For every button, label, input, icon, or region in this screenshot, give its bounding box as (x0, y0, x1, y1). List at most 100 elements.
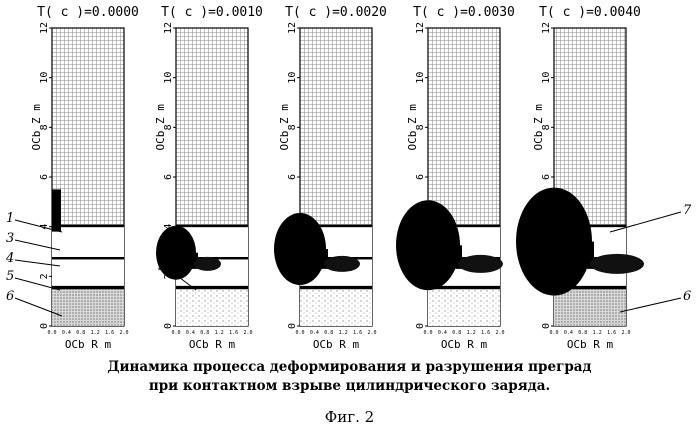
x-tick-label: 0.8 (452, 330, 461, 336)
upper-plate (52, 227, 124, 257)
y-tick-label: 6 (287, 174, 298, 180)
y-tick-label: 4 (287, 224, 298, 230)
x-tick-label: 0.8 (76, 330, 85, 336)
callout-number: 1 (6, 211, 14, 226)
gap-deformation (590, 254, 644, 274)
y-tick-label: 12 (415, 22, 426, 34)
gap-deformation (458, 255, 503, 273)
y-tick-label: 4 (163, 224, 174, 230)
upper-barrier-top (52, 225, 124, 228)
y-tick-label: 12 (163, 22, 174, 34)
y-tick-label: 10 (39, 72, 50, 84)
y-axis-label: OCb Z m (532, 104, 545, 151)
lower-barrier (300, 286, 372, 290)
x-tick-label: 0.0 (549, 330, 558, 336)
callout-6: 6 (620, 289, 691, 312)
panel-4: T( c )=0.0040024681012OCb Z m0.00.40.81.… (516, 5, 644, 351)
callout-number: 6 (6, 289, 14, 304)
x-tick-label: 0.0 (171, 330, 180, 336)
x-tick-label: 1.6 (353, 330, 362, 336)
ground-region (554, 289, 626, 326)
x-tick-label: 0.0 (47, 330, 56, 336)
y-tick-label: 10 (163, 72, 174, 84)
lower-barrier (176, 286, 248, 290)
panel-0: T( c )=0.0000024681012OCb Z m0.00.40.81.… (30, 5, 139, 351)
x-tick-label: 1.2 (593, 330, 602, 336)
y-tick-label: 2 (287, 273, 298, 279)
ground-region (176, 289, 248, 326)
y-tick-label: 6 (541, 174, 552, 180)
lower-barrier (52, 286, 124, 290)
callout-number: 5 (6, 269, 14, 284)
cloud-base (176, 253, 198, 269)
callout-number: 7 (158, 236, 167, 251)
x-tick-label: 1.2 (215, 330, 224, 336)
x-tick-label: 0.8 (578, 330, 587, 336)
y-tick-label: 0 (39, 323, 50, 329)
y-tick-label: 6 (163, 174, 174, 180)
x-tick-label: 2.0 (119, 330, 128, 336)
ground-region (300, 289, 372, 326)
figure-label: Фиг. 2 (0, 408, 699, 426)
y-tick-label: 12 (541, 22, 552, 34)
x-tick-label: 0.4 (186, 330, 195, 336)
caption-line-2: при контактном взрыве цилиндрического за… (0, 378, 699, 394)
y-axis-label: OCb Z m (406, 104, 419, 151)
y-tick-label: 0 (541, 323, 552, 329)
cloud-base (300, 249, 328, 269)
x-tick-label: 2.0 (621, 330, 630, 336)
callout-number: 7 (281, 231, 290, 246)
ground-region (52, 289, 124, 326)
gap-deformation (324, 256, 360, 272)
gap-region (52, 259, 124, 286)
x-tick-label: 0.4 (310, 330, 319, 336)
x-axis-label: OCb R m (567, 338, 614, 351)
x-tick-label: 1.2 (339, 330, 348, 336)
y-tick-label: 10 (415, 72, 426, 84)
x-tick-label: 2.0 (367, 330, 376, 336)
y-tick-label: 4 (541, 224, 552, 230)
x-tick-label: 0.0 (295, 330, 304, 336)
upper-barrier-top (176, 225, 248, 228)
y-tick-label: 0 (163, 323, 174, 329)
x-tick-label: 0.4 (564, 330, 573, 336)
time-label: T( c )=0.0000 (37, 5, 139, 20)
y-tick-label: 6 (415, 174, 426, 180)
x-tick-label: 2.0 (243, 330, 252, 336)
x-tick-label: 1.2 (91, 330, 100, 336)
x-tick-label: 2.0 (495, 330, 504, 336)
callout-number: 4 (5, 251, 14, 266)
callout-number: 5 (158, 259, 166, 274)
panel-2: T( c )=0.0020024681012OCb Z m0.00.40.81.… (274, 5, 387, 351)
y-axis-label: OCb Z m (154, 104, 167, 151)
y-tick-label: 0 (287, 323, 298, 329)
x-tick-label: 1.2 (467, 330, 476, 336)
y-tick-label: 10 (287, 72, 298, 84)
y-axis-label: OCb Z m (278, 104, 291, 151)
gap-deformation (194, 257, 221, 271)
x-tick-label: 0.4 (438, 330, 447, 336)
x-axis-label: OCb R m (313, 338, 360, 351)
callout-number: 6 (683, 289, 691, 304)
cloud-base (554, 242, 594, 269)
x-tick-label: 0.8 (324, 330, 333, 336)
y-tick-label: 4 (415, 224, 426, 230)
time-label: T( c )=0.0040 (539, 5, 641, 20)
y-tick-label: 2 (39, 273, 50, 279)
x-axis-label: OCb R m (65, 338, 112, 351)
x-tick-label: 0.0 (423, 330, 432, 336)
callout-number: 3 (6, 231, 14, 246)
y-tick-label: 12 (287, 22, 298, 34)
x-axis-label: OCb R m (189, 338, 236, 351)
time-label: T( c )=0.0030 (413, 5, 515, 20)
x-tick-label: 0.8 (200, 330, 209, 336)
time-label: T( c )=0.0020 (285, 5, 387, 20)
explosion-cloud (516, 188, 592, 296)
callout-number: 7 (683, 203, 692, 218)
x-tick-label: 1.6 (607, 330, 616, 336)
x-tick-label: 0.4 (62, 330, 71, 336)
y-tick-label: 12 (39, 22, 50, 34)
y-tick-label: 6 (39, 174, 50, 180)
x-tick-label: 1.6 (105, 330, 114, 336)
y-tick-label: 0 (415, 323, 426, 329)
